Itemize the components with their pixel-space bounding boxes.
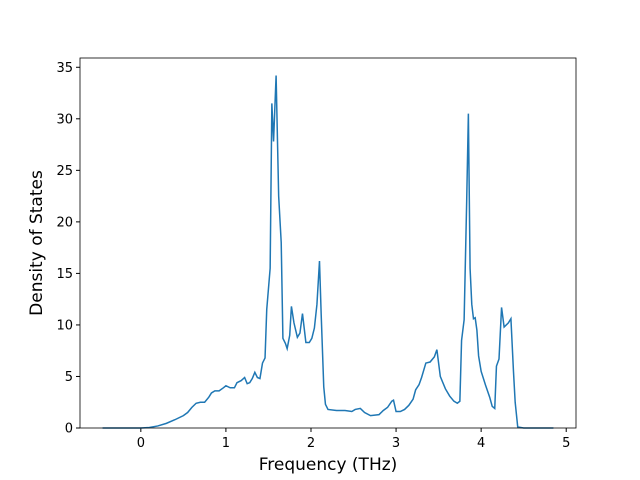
x-tick-label: 2 xyxy=(307,436,315,451)
line xyxy=(102,75,554,429)
y-tick-label: 15 xyxy=(56,267,73,282)
y-tick-label: 35 xyxy=(56,61,73,76)
x-axis-label: Frequency (THz) xyxy=(259,455,398,475)
y-axis-label: Density of States xyxy=(27,170,47,316)
x-tick-label: 0 xyxy=(137,436,145,451)
y-tick-label: 10 xyxy=(56,318,73,333)
x-tick-label: 5 xyxy=(562,436,570,451)
y-tick-label: 25 xyxy=(56,164,73,179)
x-tick-label: 4 xyxy=(477,436,485,451)
x-tick-label: 3 xyxy=(392,436,400,451)
y-tick-label: 0 xyxy=(65,422,73,437)
y-tick-label: 20 xyxy=(56,215,73,230)
y-tick-label: 30 xyxy=(56,112,73,127)
plot-frame xyxy=(79,57,577,429)
x-tick-label: 1 xyxy=(222,436,230,451)
y-tick-label: 5 xyxy=(65,370,73,385)
